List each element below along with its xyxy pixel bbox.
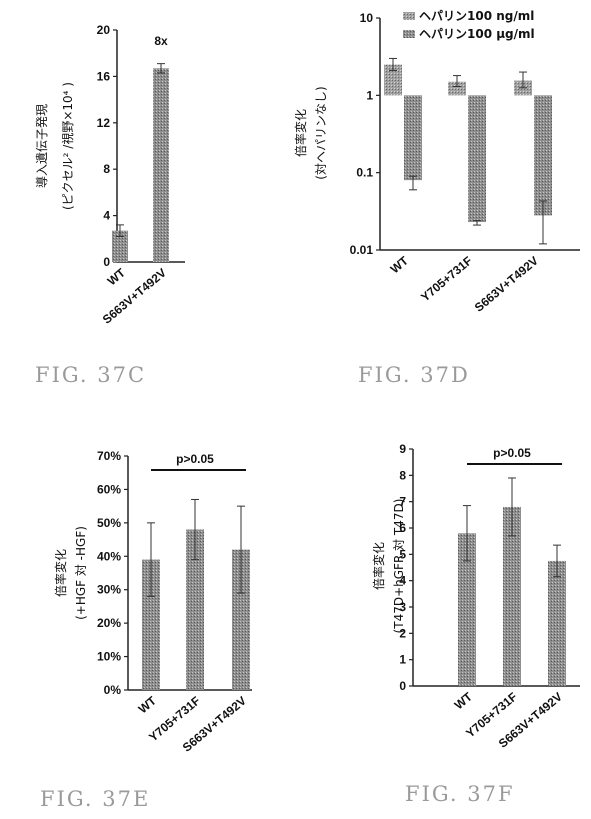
chart-37c: 201612840導入遺伝子発現(ピクセル² /視野×10⁴ )WTS663V+… bbox=[34, 23, 185, 327]
bar bbox=[548, 561, 566, 686]
y-axis-title: (T47D+hGFR 対 T47D) bbox=[392, 499, 406, 634]
y-tick-label: 50% bbox=[97, 516, 121, 530]
y-tick-label: 8 bbox=[103, 162, 110, 176]
bar bbox=[153, 68, 169, 262]
legend-swatch bbox=[403, 30, 415, 38]
figure-label-37e: FIG. 37E bbox=[40, 787, 150, 811]
figure-label-37d: FIG. 37D bbox=[358, 363, 470, 387]
bar-ug bbox=[404, 95, 422, 180]
y-tick-label: 0.1 bbox=[356, 166, 373, 180]
y-tick-label: 4 bbox=[103, 209, 110, 223]
y-tick-label: 40% bbox=[97, 549, 121, 563]
y-axis-title: (+HGF 対 -HGF) bbox=[74, 526, 88, 620]
y-tick-label: 20% bbox=[97, 616, 121, 630]
y-axis-title: 倍率変化 bbox=[53, 549, 68, 597]
y-tick-label: 9 bbox=[399, 442, 406, 456]
chart-37f: 9876543210倍率変化(T47D+hGFR 対 T47D)WTY705+7… bbox=[371, 442, 580, 751]
annotation-text: p>0.05 bbox=[176, 452, 214, 466]
bar-ug bbox=[468, 95, 486, 222]
y-tick-label: 1 bbox=[399, 653, 406, 667]
y-tick-label: 10% bbox=[97, 650, 121, 664]
y-tick-label: 10 bbox=[360, 11, 374, 25]
x-tick-label: WT bbox=[452, 689, 476, 712]
y-axis-title: 倍率変化 bbox=[371, 542, 386, 590]
legend-swatch bbox=[403, 12, 415, 20]
x-tick-label: WT bbox=[388, 253, 412, 276]
y-axis-title: 倍率変化 bbox=[293, 109, 308, 157]
y-tick-label: 70% bbox=[97, 449, 121, 463]
y-tick-label: 0% bbox=[104, 683, 122, 697]
y-axis-title: 導入遺伝子発現 bbox=[34, 104, 49, 188]
annotation-text: 8x bbox=[154, 34, 168, 48]
y-axis-title: (ピクセル² /視野×10⁴ ) bbox=[60, 82, 75, 210]
chart-37e: 70% 60% 50% 40% 30% 20% 10% 0% 倍率変化 (+HGF 対 -HGF)… bbox=[53, 449, 252, 755]
figure-label-37c: FIG. 37C bbox=[35, 363, 146, 387]
x-tick-label: S663V+T492V bbox=[472, 254, 541, 315]
y-tick-label: 1 bbox=[366, 88, 373, 102]
y-tick-label: 30% bbox=[97, 583, 121, 597]
y-axis-title: (対ヘパリンなし) bbox=[314, 86, 328, 179]
y-tick-label: 60% bbox=[97, 482, 121, 496]
y-tick-label: 12 bbox=[97, 116, 111, 130]
y-tick-label: 8 bbox=[399, 468, 406, 482]
y-tick-label: 0 bbox=[399, 679, 406, 693]
x-tick-label: Y705+731F bbox=[418, 254, 475, 305]
y-tick-label: 0 bbox=[103, 255, 110, 269]
x-tick-label: WT bbox=[136, 693, 160, 716]
legend-label: ヘパリン100 µg/ml bbox=[419, 27, 535, 41]
y-tick-label: 20 bbox=[97, 23, 111, 37]
chart-37d: 10 1 0.1 0.01 倍率変化 (対ヘパリンなし) WT Y705+731FS663V+… bbox=[293, 9, 580, 315]
figure-label-37f: FIG. 37F bbox=[405, 782, 515, 806]
y-tick-label: 16 bbox=[97, 69, 111, 83]
y-tick-label: 0.01 bbox=[350, 243, 374, 257]
annotation-text: p>0.05 bbox=[493, 446, 531, 460]
legend-label: ヘパリン100 ng/ml bbox=[419, 9, 534, 23]
bar-ug bbox=[534, 95, 552, 215]
